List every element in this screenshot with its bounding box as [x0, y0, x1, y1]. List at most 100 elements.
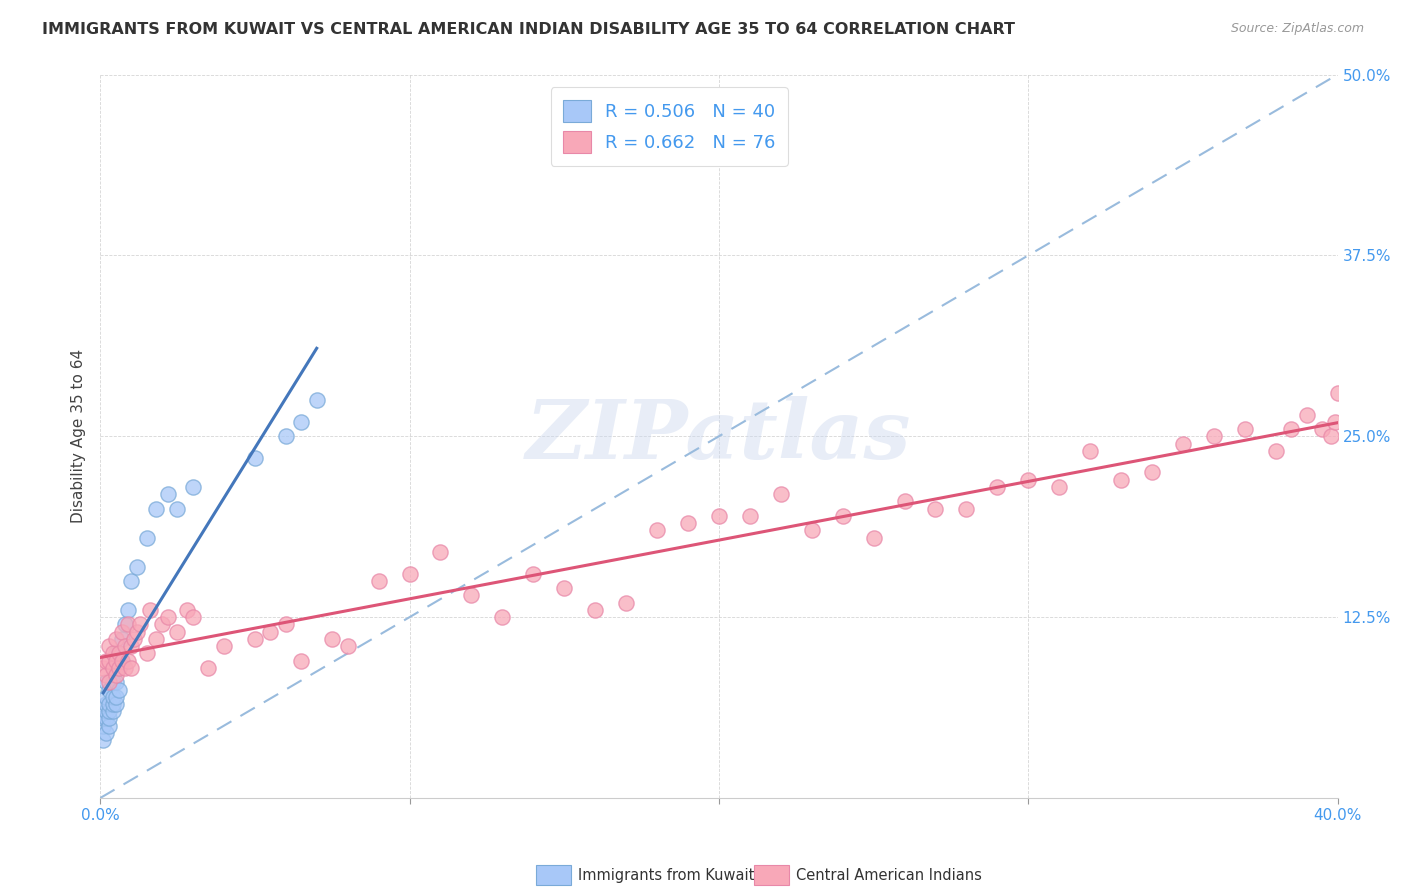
Point — [769, 487, 792, 501]
Point — [96, 690, 118, 704]
Point — [129, 617, 152, 632]
Point — [98, 704, 121, 718]
Point — [138, 603, 160, 617]
Point — [290, 415, 312, 429]
Point — [96, 726, 118, 740]
Point — [120, 661, 142, 675]
Point — [120, 639, 142, 653]
Point — [1323, 415, 1346, 429]
Point — [986, 480, 1008, 494]
Point — [104, 675, 127, 690]
Point — [1078, 443, 1101, 458]
Point — [1295, 408, 1317, 422]
Point — [259, 624, 281, 639]
Point — [101, 661, 124, 675]
Point — [862, 531, 884, 545]
Point — [107, 682, 129, 697]
Point — [91, 733, 114, 747]
Point — [127, 624, 149, 639]
Point — [98, 719, 121, 733]
Point — [96, 668, 118, 682]
Point — [676, 516, 699, 530]
Point — [243, 450, 266, 465]
Point — [101, 646, 124, 660]
Point — [127, 559, 149, 574]
Point — [831, 508, 853, 523]
Point — [176, 603, 198, 617]
Point — [96, 704, 118, 718]
Point — [181, 480, 204, 494]
Point — [91, 711, 114, 725]
Point — [98, 682, 121, 697]
Point — [1233, 422, 1256, 436]
Point — [104, 646, 127, 660]
Point — [800, 524, 823, 538]
Point — [98, 711, 121, 725]
Point — [1109, 473, 1132, 487]
Point — [101, 697, 124, 711]
Point — [893, 494, 915, 508]
Point — [645, 524, 668, 538]
Point — [212, 639, 235, 653]
Point — [1171, 436, 1194, 450]
Point — [583, 603, 606, 617]
Point — [321, 632, 343, 646]
Point — [1320, 429, 1343, 443]
Point — [91, 661, 114, 675]
Point — [955, 501, 977, 516]
Point — [101, 675, 124, 690]
Point — [150, 617, 173, 632]
Point — [122, 632, 145, 646]
Point — [117, 654, 139, 668]
Point — [104, 690, 127, 704]
Point — [120, 574, 142, 588]
Point — [243, 632, 266, 646]
Point — [98, 697, 121, 711]
Point — [98, 639, 121, 653]
Point — [367, 574, 389, 588]
Text: IMMIGRANTS FROM KUWAIT VS CENTRAL AMERICAN INDIAN DISABILITY AGE 35 TO 64 CORREL: IMMIGRANTS FROM KUWAIT VS CENTRAL AMERIC… — [42, 22, 1015, 37]
Point — [553, 581, 575, 595]
Text: Immigrants from Kuwait: Immigrants from Kuwait — [578, 868, 755, 882]
Point — [107, 661, 129, 675]
Text: ZIPatlas: ZIPatlas — [526, 396, 911, 476]
Point — [145, 501, 167, 516]
Point — [707, 508, 730, 523]
Point — [429, 545, 451, 559]
Point — [157, 610, 180, 624]
Point — [114, 661, 136, 675]
Point — [117, 617, 139, 632]
Point — [290, 654, 312, 668]
Point — [1017, 473, 1039, 487]
Point — [101, 690, 124, 704]
Y-axis label: Disability Age 35 to 64: Disability Age 35 to 64 — [72, 350, 86, 524]
Point — [738, 508, 761, 523]
Point — [166, 624, 188, 639]
Point — [135, 531, 157, 545]
Point — [111, 654, 134, 668]
Point — [111, 632, 134, 646]
Point — [96, 654, 118, 668]
Point — [274, 617, 297, 632]
Point — [398, 566, 420, 581]
Point — [107, 661, 129, 675]
Point — [104, 697, 127, 711]
Point — [114, 617, 136, 632]
Point — [135, 646, 157, 660]
Point — [1310, 422, 1333, 436]
Point — [166, 501, 188, 516]
Point — [1140, 466, 1163, 480]
Point — [104, 654, 127, 668]
Point — [98, 675, 121, 690]
Point — [1279, 422, 1302, 436]
Point — [91, 719, 114, 733]
Point — [96, 675, 118, 690]
Point — [197, 661, 219, 675]
Point — [522, 566, 544, 581]
Point — [1047, 480, 1070, 494]
Point — [114, 639, 136, 653]
Text: Central American Indians: Central American Indians — [796, 868, 981, 882]
Point — [460, 589, 482, 603]
Text: Source: ZipAtlas.com: Source: ZipAtlas.com — [1230, 22, 1364, 36]
Legend: R = 0.506   N = 40, R = 0.662   N = 76: R = 0.506 N = 40, R = 0.662 N = 76 — [551, 87, 787, 166]
